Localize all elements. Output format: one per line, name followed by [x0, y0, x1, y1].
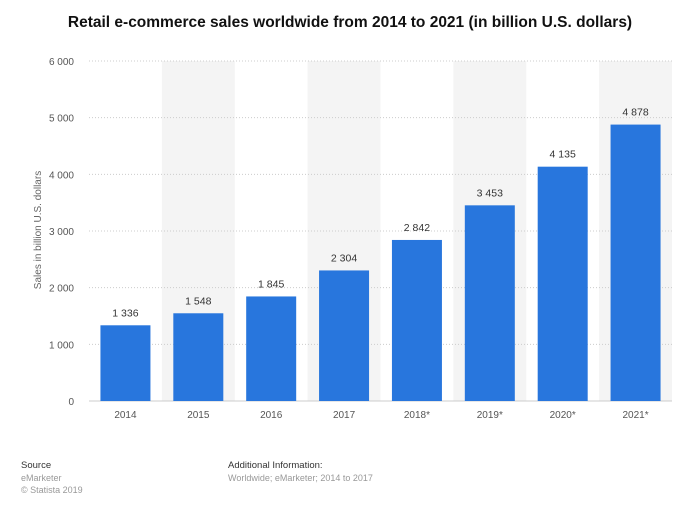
x-tick-label: 2015	[187, 410, 210, 421]
source-name[interactable]: eMarketer	[21, 473, 62, 483]
x-tick-label: 2021*	[622, 410, 648, 421]
data-label: 2 842	[404, 222, 430, 234]
bar	[537, 166, 588, 401]
y-tick-label: 1 000	[49, 340, 74, 351]
y-tick-label: 0	[68, 397, 74, 408]
data-label: 1 548	[185, 295, 211, 307]
bar	[173, 313, 224, 401]
y-axis-label: Sales in billion U.S. dollars	[33, 171, 44, 289]
y-tick-label: 6 000	[49, 57, 74, 68]
copyright-text: © Statista 2019	[21, 485, 83, 495]
y-tick-label: 2 000	[49, 284, 74, 295]
data-label: 2 304	[331, 252, 357, 264]
info-heading: Additional Information:	[228, 460, 323, 471]
data-label: 4 878	[622, 107, 648, 119]
chart-title: Retail e-commerce sales worldwide from 2…	[67, 14, 633, 31]
bars	[100, 124, 661, 401]
bar	[100, 325, 151, 401]
data-label: 3 453	[477, 187, 503, 199]
bar	[319, 270, 370, 401]
info-text: Worldwide; eMarketer; 2014 to 2017	[228, 473, 373, 483]
data-label: 4 135	[550, 149, 576, 161]
y-tick-label: 3 000	[49, 227, 74, 238]
y-axis-ticks: 0 1 000 2 000 3 000 4 000 5 000 6 000	[49, 57, 74, 408]
x-tick-label: 2014	[114, 410, 137, 421]
x-tick-label: 2016	[260, 410, 283, 421]
bar	[464, 205, 515, 401]
bar-chart: 0 1 000 2 000 3 000 4 000 5 000 6 000 1 336 1 5…	[33, 57, 672, 421]
bar	[391, 239, 442, 401]
y-tick-label: 4 000	[49, 170, 74, 181]
data-label: 1 845	[258, 278, 284, 290]
x-tick-label: 2019*	[477, 410, 503, 421]
x-tick-label: 2020*	[550, 410, 576, 421]
x-tick-label: 2017	[333, 410, 356, 421]
source-block: Source eMarketer © Statista 2019	[21, 460, 83, 496]
source-heading: Source	[21, 460, 52, 471]
bar	[610, 124, 661, 401]
x-axis-ticks: 2014 2015 2016 2017 2018* 2019* 2020* 2021*	[114, 410, 648, 421]
bar	[246, 296, 297, 401]
data-label: 1 336	[112, 307, 138, 319]
data-labels: 1 336 1 548 1 845 2 304 2 842 3 453 4 135 4 878	[112, 107, 649, 320]
additional-info-block: Additional Information: Worldwide; eMark…	[228, 460, 373, 484]
x-tick-label: 2018*	[404, 410, 430, 421]
y-tick-label: 5 000	[49, 114, 74, 125]
